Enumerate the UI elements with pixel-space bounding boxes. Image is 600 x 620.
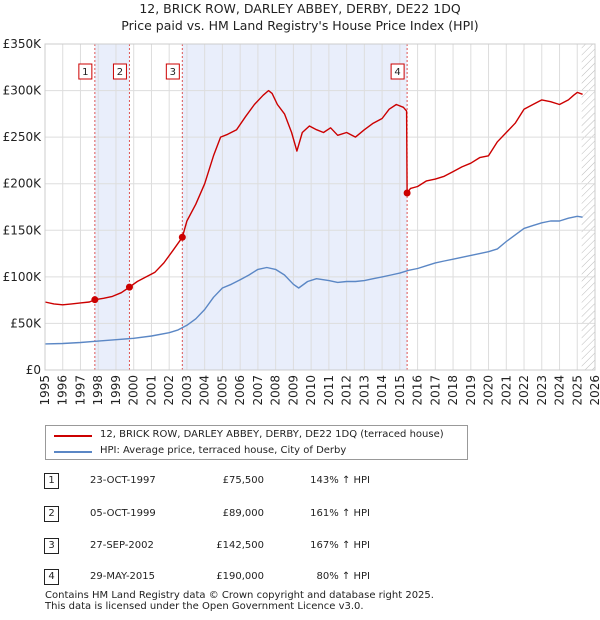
sale-date: 29-MAY-2015 [90,571,156,582]
shaded-period [94,44,130,370]
x-tick-label: 2001 [144,375,158,406]
sale-price: £89,000 [222,508,264,519]
x-tick-label: 2019 [464,375,478,406]
sale-price: £190,000 [216,571,264,582]
sale-row: 1 23-OCT-1997 £75,500 143% ↑ HPI [0,470,600,492]
x-tick-label: 2026 [588,375,600,406]
price-chart: 1 2 3 4 £0 £50K £100K £150K £200K £250K £300K £350… [3,37,600,406]
x-tick-label: 2023 [535,375,549,406]
sale-marker-box [78,63,93,80]
x-tick-label: 2003 [180,375,194,406]
x-tick-label: 2012 [340,375,354,406]
x-tick-label: 2017 [428,375,442,406]
series-lines [44,89,583,345]
sale-marker-label: 3 [170,67,176,78]
chart-title: 12, BRICK ROW, DARLEY ABBEY, DERBY, DE22… [139,1,461,16]
x-tick-label: 1998 [91,375,105,406]
sale-point [403,189,411,197]
x-tick-label: 2024 [553,375,567,406]
x-tick-label: 2018 [446,375,460,406]
footer-copyright: Contains HM Land Registry data © Crown c… [45,590,434,601]
y-tick-label: £350K [3,37,43,51]
sale-point [125,283,133,291]
sale-point [178,233,186,241]
x-tick-label: 2015 [393,375,407,406]
y-tick-label: £300K [3,84,43,98]
x-tick-label: 1999 [109,375,123,406]
sale-hpi-change: 143% ↑ HPI [310,475,370,486]
x-tick-label: 2013 [357,375,371,406]
sale-point [91,296,99,304]
grid-lines [44,43,596,371]
x-tick-label: 2002 [162,375,176,406]
x-tick-label: 1996 [56,375,70,406]
x-tick-label: 2010 [304,375,318,406]
sale-marker-label: 4 [394,67,400,78]
x-tick-label: 2020 [482,375,496,406]
sale-number-badge: 2 [44,506,59,522]
sale-hpi-change: 167% ↑ HPI [310,540,370,551]
x-tick-label: 1995 [38,375,52,406]
sale-price: £75,500 [222,475,264,486]
sale-marker-box [165,63,180,80]
sale-hpi-change: 80% ↑ HPI [316,571,370,582]
legend-swatch-hpi [54,451,92,453]
sale-marker-box [390,63,405,80]
sale-marker-labels: 1 2 3 4 [78,63,405,80]
shaded-period [182,44,408,370]
legend: 12, BRICK ROW, DARLEY ABBEY, DERBY, DE22… [45,425,468,460]
sale-number-badge: 1 [44,473,59,489]
sale-marker-label: 1 [82,67,88,78]
sale-row: 3 27-SEP-2002 £142,500 167% ↑ HPI [0,535,600,557]
y-tick-label: £0 [26,363,41,377]
plot-frame [44,43,596,371]
y-tick-label: £250K [3,130,43,144]
x-tick-label: 2007 [251,375,265,406]
legend-swatch-property [54,435,92,437]
legend-label-property: 12, BRICK ROW, DARLEY ABBEY, DERBY, DE22… [100,429,444,440]
y-tick-label: £100K [3,270,43,284]
y-tick-label: £50K [10,316,42,330]
y-tick-label: £200K [3,177,43,191]
x-tick-label: 2025 [570,375,584,406]
x-tick-label: 2022 [517,375,531,406]
sale-row: 4 29-MAY-2015 £190,000 80% ↑ HPI [0,566,600,588]
sale-marker-box [112,63,127,80]
x-tick-label: 2004 [198,375,212,406]
footer-licence-text: This data is licensed under the Open Gov… [45,601,364,612]
x-tick-label: 2016 [411,375,425,406]
sale-number-badge: 4 [44,569,59,585]
x-tick-label: 2021 [499,375,513,406]
chart-title-block: 12, BRICK ROW, DARLEY ABBEY, DERBY, DE22… [0,0,600,34]
sale-date: 23-OCT-1997 [90,475,156,486]
sale-price: £142,500 [216,540,264,551]
property-price-line [44,89,583,306]
sale-marker-label: 2 [117,67,123,78]
chart-subtitle: Price paid vs. HM Land Registry's House … [121,18,479,33]
x-tick-label: 1997 [73,375,87,406]
y-tick-label: £150K [3,223,43,237]
x-tick-label: 2014 [375,375,389,406]
x-tick-label: 2000 [127,375,141,406]
sale-points [91,189,411,304]
hpi-line [44,215,583,345]
sale-date: 05-OCT-1999 [90,508,156,519]
x-axis-ticks: 1995 1996 1997 1998 1999 2000 2001 2002 2003 2004… [38,375,600,406]
sale-number-badge: 3 [44,538,59,554]
x-tick-label: 2011 [322,375,336,406]
legend-label-hpi: HPI: Average price, terraced house, City… [100,445,347,456]
y-axis-ticks: £0 £50K £100K £150K £200K £250K £300K £350K [3,37,43,377]
x-tick-label: 2005 [215,375,229,406]
x-tick-label: 2009 [286,375,300,406]
forecast-hatch [581,44,595,370]
sale-row: 2 05-OCT-1999 £89,000 161% ↑ HPI [0,503,600,525]
sale-date: 27-SEP-2002 [90,540,154,551]
sale-hpi-change: 161% ↑ HPI [310,508,370,519]
x-tick-label: 2006 [233,375,247,406]
x-tick-label: 2008 [269,375,283,406]
shaded-periods [94,44,595,370]
footer-licence: Contains HM Land Registry data © Crown c… [45,590,434,612]
